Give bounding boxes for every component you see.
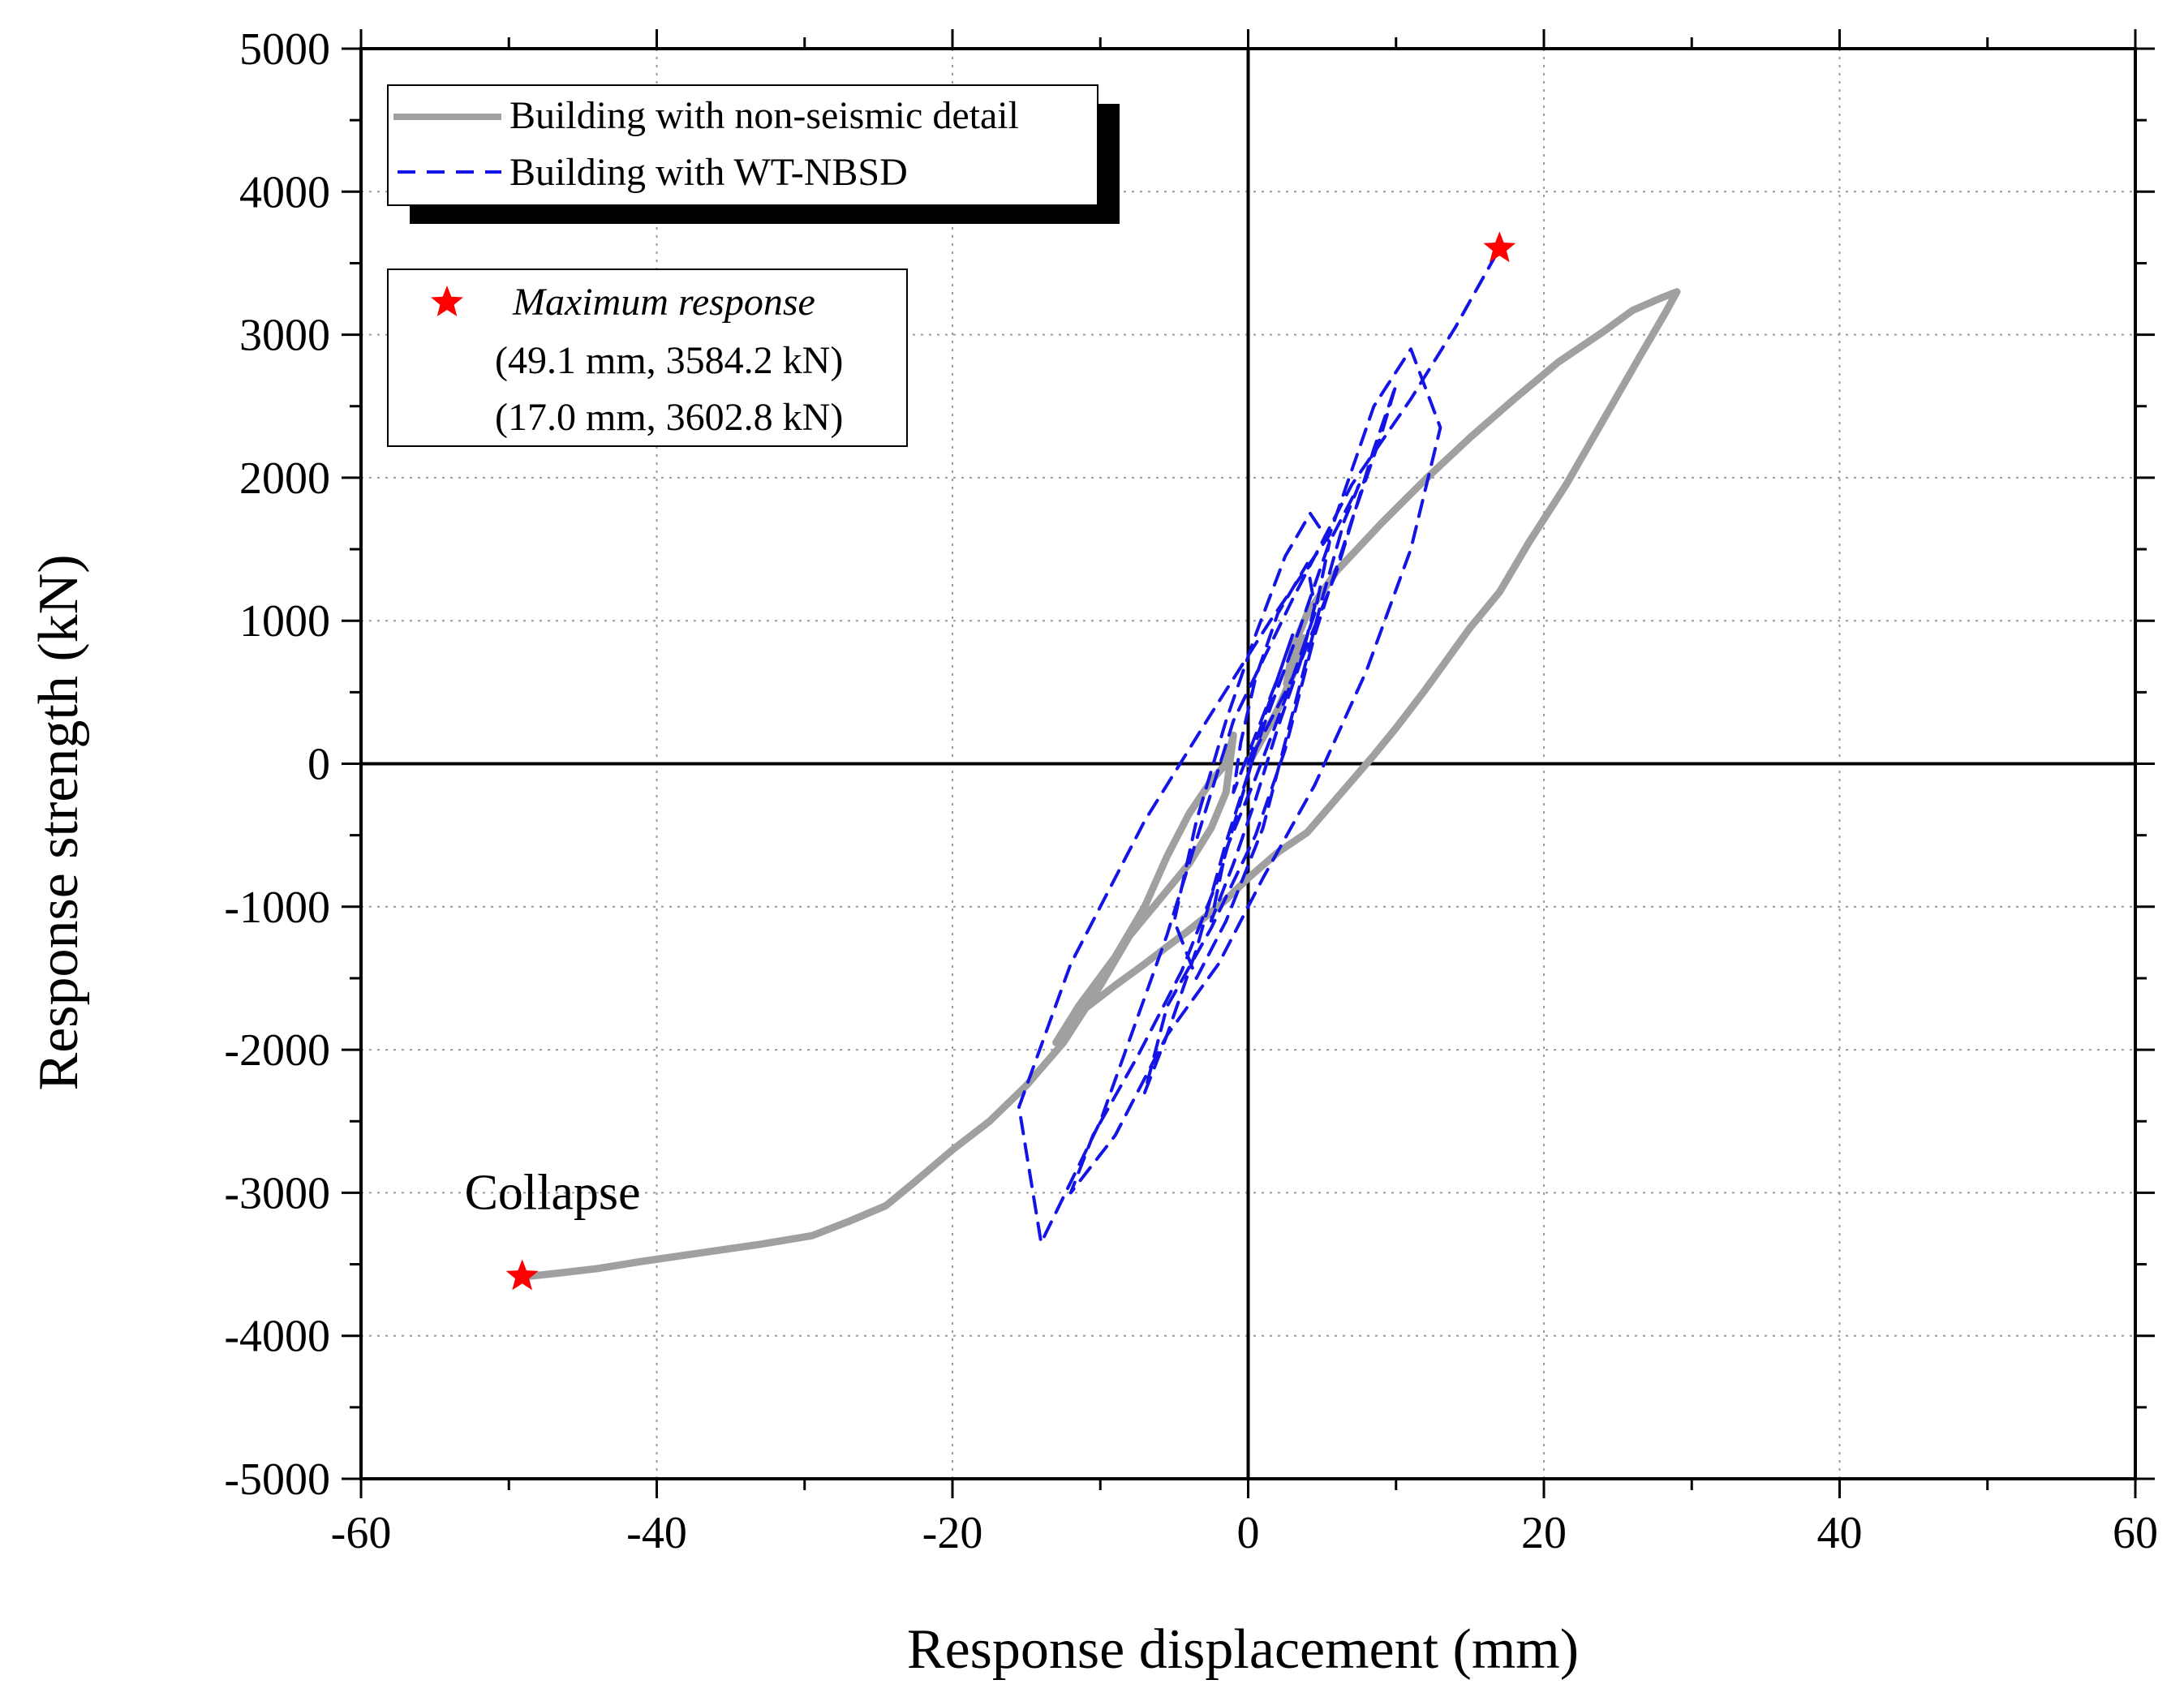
marker-layer	[505, 231, 1516, 1291]
legend-box	[387, 84, 1098, 206]
max-response-line-2: (17.0 mm, 3602.8 kN)	[495, 396, 843, 439]
legend-entry-non-seismic: Building with non-seismic detail	[509, 94, 1019, 137]
tick-labels: -60 -40 -20 0 20 40 60 5000 4000 3000 2000 1000 0 -10…	[224, 24, 2158, 1558]
y-tick-label: 5000	[239, 24, 330, 75]
x-tick-label: 20	[1521, 1508, 1567, 1558]
y-tick-label: -4000	[224, 1312, 330, 1362]
x-tick-label: 40	[1817, 1508, 1863, 1558]
max-response-line-1: (49.1 mm, 3584.2 kN)	[495, 339, 843, 382]
series-layer	[518, 247, 1681, 1280]
x-tick-label: 60	[2113, 1508, 2158, 1558]
max-response-title: Maximum response	[512, 281, 815, 324]
x-tick-label: 0	[1237, 1508, 1260, 1558]
star-icon	[431, 286, 463, 316]
y-tick-label: -1000	[224, 883, 330, 933]
tick-layer	[342, 29, 2155, 1498]
y-tick-label: 1000	[239, 596, 330, 647]
legend-entry-wt-nbsd: Building with WT-NBSD	[509, 151, 908, 194]
series-line-1	[1017, 247, 1502, 1245]
collapse-label: Collapse	[465, 1165, 641, 1220]
x-tick-label: -20	[922, 1508, 983, 1558]
y-tick-label: 3000	[239, 311, 330, 361]
x-axis-label: Response displacement (mm)	[907, 1618, 1579, 1681]
x-tick-label: -40	[626, 1508, 687, 1558]
y-tick-label: 4000	[239, 167, 330, 217]
y-axis-label: Response strength (kN)	[28, 554, 90, 1090]
max-response-non-seismic-star	[505, 1259, 539, 1291]
y-tick-label: -2000	[224, 1025, 330, 1076]
y-tick-label: 0	[307, 740, 330, 790]
max-response-box-frame	[387, 269, 908, 447]
legend: Building with non-seismic detail Buildin…	[387, 84, 1120, 224]
max-response-box: Maximum response (49.1 mm, 3584.2 kN) (1…	[387, 269, 908, 447]
y-tick-label: -5000	[224, 1454, 330, 1505]
y-tick-label: 2000	[239, 453, 330, 504]
max-response-wt-nbsd-star	[1483, 231, 1516, 263]
y-tick-label: -3000	[224, 1168, 330, 1218]
x-tick-label: -60	[331, 1508, 392, 1558]
